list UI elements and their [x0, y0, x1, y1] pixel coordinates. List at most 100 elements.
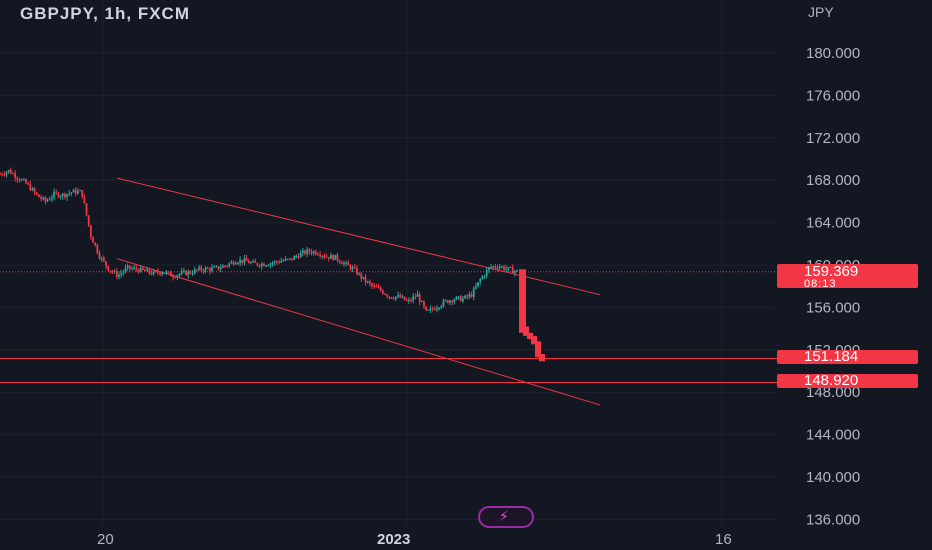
- candle-body: [317, 254, 319, 256]
- candle-body: [137, 269, 140, 273]
- x-tick-label: 2023: [377, 531, 410, 548]
- candle-body: [167, 271, 170, 273]
- candle-body: [487, 267, 490, 270]
- candle-body: [189, 271, 192, 274]
- candle-body: [388, 296, 391, 298]
- candle-body: [40, 197, 43, 199]
- candle-body: [425, 306, 428, 311]
- candle-body: [347, 262, 350, 266]
- candle-body: [349, 265, 352, 270]
- candle-body: [79, 190, 81, 192]
- candle-body: [243, 258, 246, 263]
- candle-body: [135, 267, 138, 270]
- candlesticks: [0, 167, 518, 313]
- candle-body: [407, 300, 410, 302]
- candle-body: [442, 300, 445, 306]
- candle-body: [98, 252, 101, 259]
- candle-body: [433, 309, 436, 311]
- candle-body: [282, 260, 285, 262]
- candle-body: [172, 276, 174, 278]
- candle-body: [174, 277, 177, 279]
- candle-body: [509, 267, 512, 269]
- candle-body: [494, 266, 497, 268]
- candle-body: [1, 173, 4, 175]
- candle-body: [330, 255, 332, 259]
- channel-lower-line: [116, 258, 601, 406]
- candle-body: [146, 269, 148, 272]
- candle-body: [498, 266, 501, 269]
- candle-body: [42, 197, 45, 199]
- candle-body: [260, 263, 263, 267]
- candle-body: [92, 237, 94, 243]
- candle-body: [267, 265, 270, 267]
- candle-body: [351, 267, 354, 270]
- candle-body: [239, 259, 242, 263]
- candle-body: [70, 192, 73, 194]
- candle-body: [109, 270, 112, 272]
- candle-body: [14, 173, 17, 179]
- candle-body: [221, 265, 224, 268]
- candle-body: [148, 269, 151, 273]
- candle-body: [340, 262, 343, 265]
- candle-body: [126, 265, 129, 268]
- candle-body: [185, 270, 187, 276]
- candle-body: [105, 261, 107, 266]
- candle-body: [423, 301, 425, 307]
- candle-body: [211, 267, 213, 271]
- candle-body: [152, 271, 155, 275]
- candle-body: [301, 250, 304, 253]
- candle-body: [157, 271, 159, 274]
- candle-body: [405, 300, 408, 302]
- symbol-title[interactable]: GBPJPY, 1h, FXCM: [20, 4, 190, 23]
- candle-body: [193, 269, 196, 274]
- candle-body: [401, 296, 404, 298]
- candle-body: [33, 188, 36, 193]
- candle-body: [280, 260, 283, 263]
- candle-body: [485, 269, 488, 276]
- candle-body: [111, 271, 114, 273]
- candle-body: [429, 308, 432, 310]
- y-tick-label: 156.000: [806, 299, 860, 316]
- candle-body: [403, 296, 406, 301]
- candle-body: [490, 266, 492, 268]
- candle-body: [394, 296, 397, 299]
- y-tick-label: 176.000: [806, 87, 860, 104]
- candle-body: [94, 242, 97, 246]
- candle-body: [457, 296, 460, 298]
- candle-body: [325, 256, 328, 258]
- candle-body: [474, 286, 477, 289]
- candle-body: [483, 275, 486, 277]
- candle-body: [9, 169, 12, 174]
- candle-body: [224, 265, 226, 267]
- flash-button[interactable]: ⚡: [478, 506, 534, 528]
- candle-body: [390, 297, 393, 299]
- candle-body: [252, 261, 254, 263]
- candle-body: [418, 294, 421, 302]
- lightning-icon: ⚡: [499, 508, 509, 524]
- candle-body: [74, 189, 77, 194]
- candle-body: [386, 294, 389, 297]
- candle-body: [163, 272, 166, 274]
- candle-body: [100, 257, 103, 259]
- candle-body: [377, 287, 380, 289]
- candle-body: [334, 254, 337, 260]
- candle-body: [312, 251, 315, 254]
- drop-candle: [527, 332, 533, 340]
- trend-channel: [116, 177, 601, 406]
- candle-body: [213, 266, 216, 268]
- candle-body: [381, 290, 384, 294]
- candle-body: [206, 267, 209, 269]
- candle-body: [364, 276, 367, 283]
- candle-body: [169, 271, 172, 277]
- candle-body: [20, 179, 23, 181]
- candle-body: [68, 193, 71, 195]
- candle-body: [436, 308, 438, 310]
- candle-body: [3, 174, 6, 176]
- candle-body: [314, 251, 317, 255]
- candle-body: [250, 262, 252, 264]
- currency-label: JPY: [808, 4, 834, 20]
- chart-grid: [0, 0, 775, 525]
- bar-countdown: 08:13: [804, 278, 837, 290]
- candle-body: [431, 308, 434, 310]
- candle-body: [416, 294, 419, 297]
